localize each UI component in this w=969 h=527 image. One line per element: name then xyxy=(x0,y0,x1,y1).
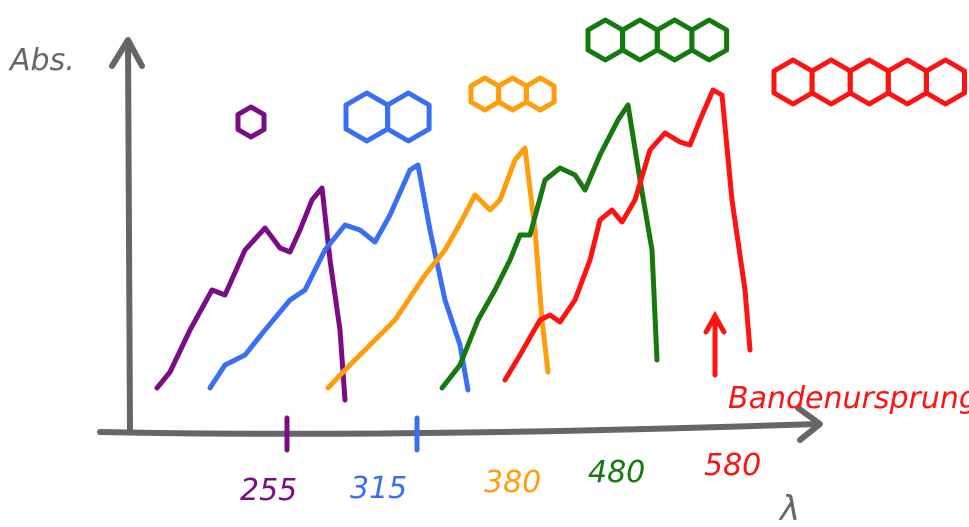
benzene-ring xyxy=(588,20,623,60)
benzene-ring xyxy=(657,20,692,60)
wavelength-label: 380 xyxy=(484,465,541,500)
spectrum-curve xyxy=(210,165,468,390)
benzene-ring xyxy=(346,93,388,141)
origin-arrow xyxy=(706,316,724,375)
wavelength-label: 480 xyxy=(588,455,645,490)
wavelength-label: 255 xyxy=(240,473,297,508)
benzene-ring xyxy=(926,60,964,104)
spectrum-curve xyxy=(157,188,345,400)
benzene-ring xyxy=(812,60,850,104)
benzene-ring xyxy=(471,78,499,110)
benzene-ring xyxy=(388,93,430,141)
y-axis xyxy=(128,42,130,432)
x-axis xyxy=(100,424,818,434)
diagram: Abs. λ 255 315 380 480 580 Bandenursprung xyxy=(0,0,969,527)
benzene-ring xyxy=(888,60,926,104)
benzene-ring xyxy=(774,60,812,104)
benzene-ring xyxy=(850,60,888,104)
spectrum-curve xyxy=(442,105,657,388)
x-axis-label: λ xyxy=(778,489,800,527)
y-axis-label: Abs. xyxy=(8,43,75,78)
benzene-ring xyxy=(692,20,727,60)
benzene-ring xyxy=(499,78,527,110)
benzene-ring xyxy=(238,107,264,137)
benzene-ring xyxy=(526,78,554,110)
wavelength-label: 315 xyxy=(350,471,407,506)
annotation: Bandenursprung xyxy=(728,381,969,416)
benzene-ring xyxy=(623,20,658,60)
wavelength-label: 580 xyxy=(704,448,761,483)
axes xyxy=(100,40,820,440)
